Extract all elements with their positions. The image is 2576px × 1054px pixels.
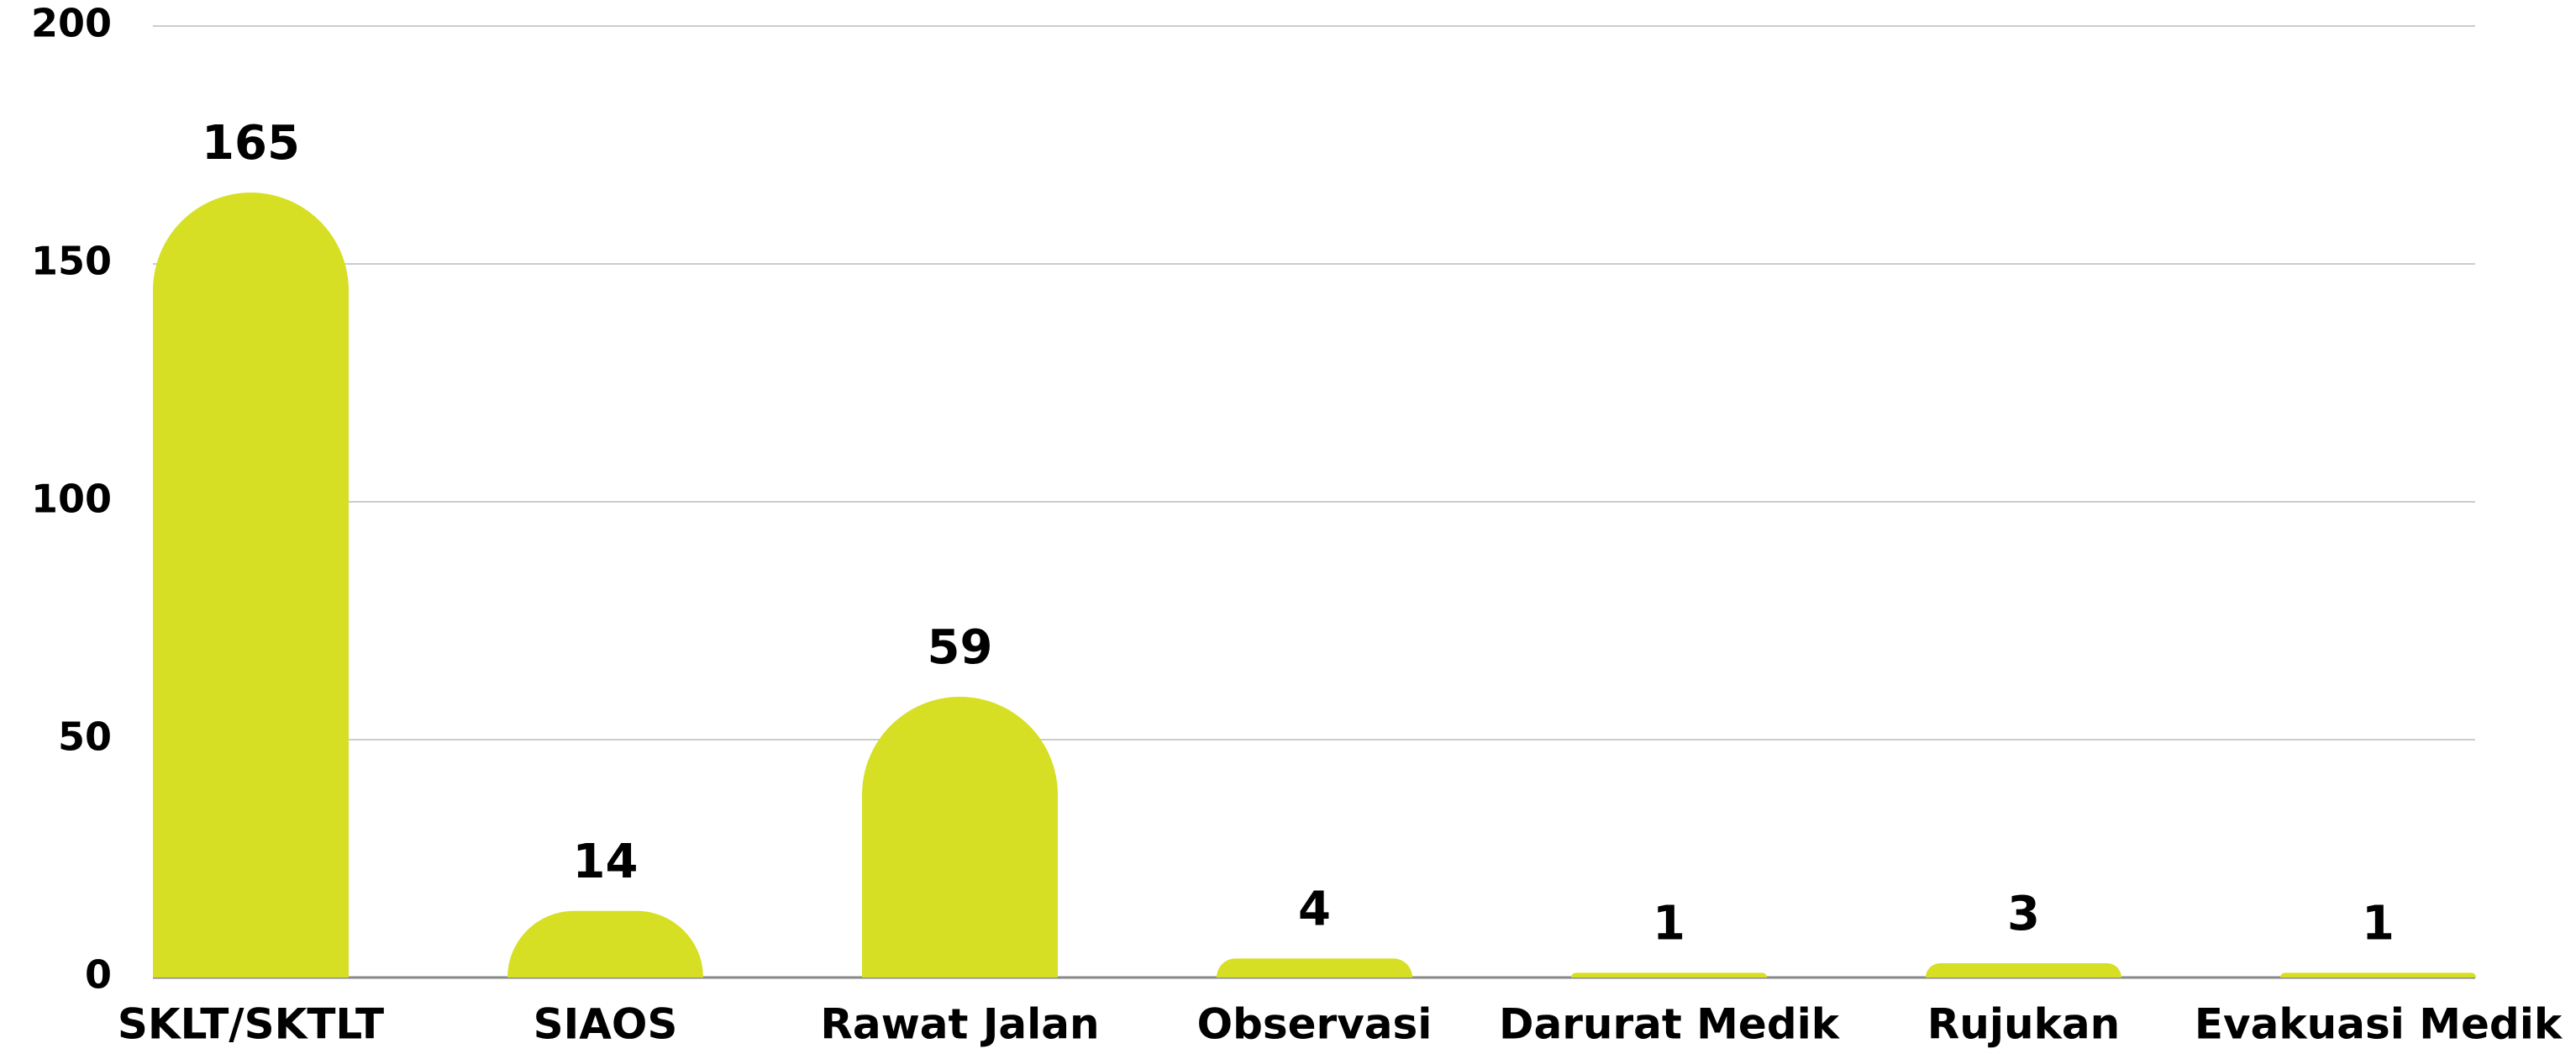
bar [153, 192, 349, 978]
x-tick-label: Observasi [1197, 1000, 1433, 1049]
value-label: 14 [573, 835, 639, 889]
bar [1217, 958, 1412, 978]
value-label: 1 [1653, 896, 1685, 951]
y-tick-label: 50 [58, 714, 112, 760]
x-tick-label: Rawat Jalan [820, 1000, 1099, 1049]
value-label: 165 [202, 116, 300, 171]
y-tick-label: 0 [85, 952, 112, 998]
bar [507, 910, 703, 978]
x-tick-label: SKLT/SKTLT [118, 1000, 384, 1049]
value-label: 3 [2007, 887, 2040, 941]
bar [1926, 963, 2121, 978]
bar [862, 697, 1058, 978]
x-tick-label: SIAOS [534, 1000, 678, 1049]
y-tick-label: 200 [31, 1, 112, 46]
x-tick-label: Rujukan [1927, 1000, 2120, 1049]
bar [2280, 972, 2476, 978]
x-tick-label: Evakuasi Medik [2195, 1000, 2563, 1049]
value-label: 59 [928, 620, 993, 675]
y-tick-label: 150 [31, 239, 112, 284]
bar [1571, 972, 1767, 978]
value-label: 1 [2362, 896, 2395, 951]
value-label: 4 [1298, 883, 1331, 937]
y-tick-label: 100 [31, 477, 112, 522]
x-tick-label: Darurat Medik [1499, 1000, 1841, 1049]
